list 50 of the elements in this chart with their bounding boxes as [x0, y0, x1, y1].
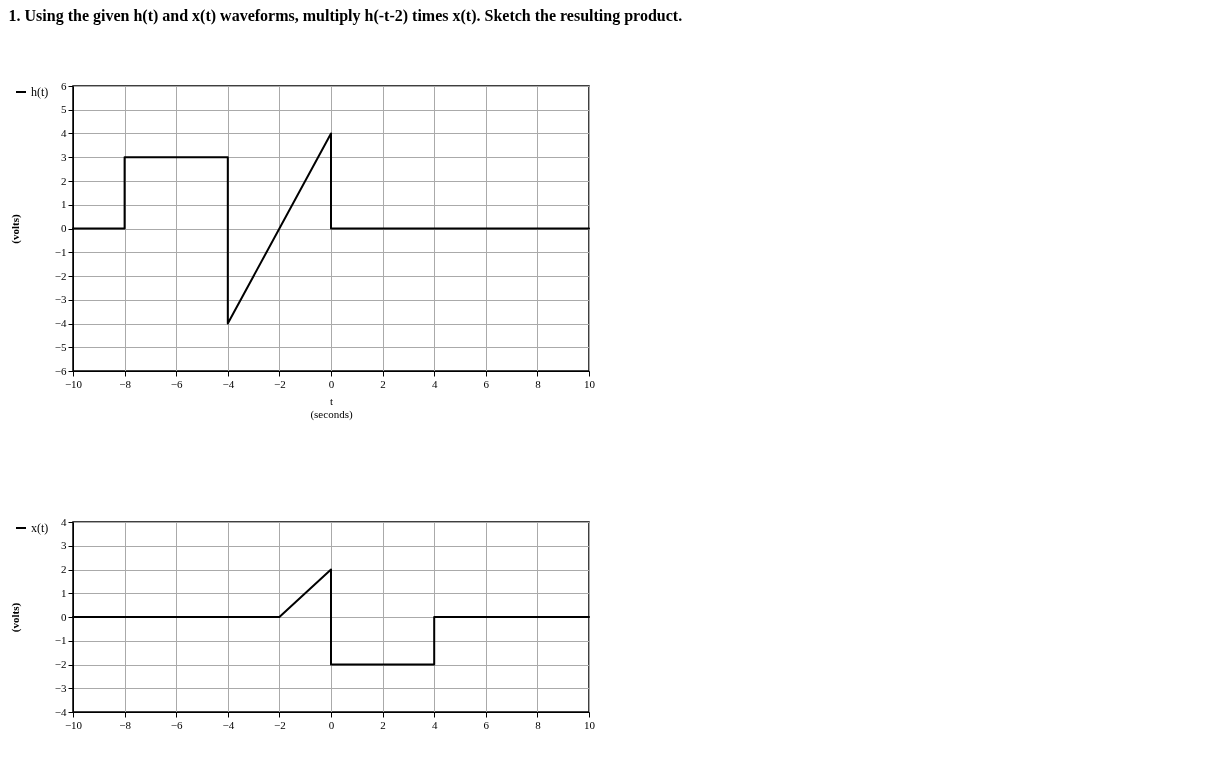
y-axis-title: (volts): [8, 602, 22, 633]
x-tick-label: −8: [119, 377, 132, 390]
x-tick-label: 6: [483, 718, 490, 731]
y-tick-label: 5: [61, 103, 67, 116]
y-tick-label: −3: [54, 681, 67, 694]
y-axis-title: (volts): [8, 214, 22, 244]
x-tick-label: 8: [535, 377, 542, 390]
x-axis-title: t (seconds): [310, 394, 353, 421]
y-tick-label: −5: [54, 340, 67, 353]
y-tick-label: 3: [61, 150, 67, 163]
y-tick-label: 3: [61, 539, 67, 552]
x-tick-label: 4: [431, 377, 438, 390]
x-tick-label: 0: [328, 718, 335, 731]
y-tick-label: −2: [54, 658, 67, 670]
x-tick-label: 0: [328, 377, 335, 390]
x-tick-label: −4: [222, 377, 235, 390]
chart-title: 1. Using the given h(t) and x(t) waveforms, multiply h(-t-2) times x(t). Sketch the resulting product.: [8, 7, 683, 26]
y-tick-label: 1: [61, 586, 67, 599]
legend-label: x(t): [31, 521, 49, 535]
y-tick-label: 1: [61, 198, 67, 211]
x-tick-label: −2: [274, 377, 286, 390]
y-tick-label: −1: [54, 634, 67, 647]
x-tick-label: −10: [64, 718, 83, 731]
y-tick-label: 6: [61, 79, 67, 92]
y-tick-label: −2: [54, 269, 67, 282]
x-tick-label: 10: [584, 718, 596, 731]
x-tick-label: −4: [222, 718, 235, 731]
y-tick-label: 4: [61, 127, 67, 139]
y-tick-label: 2: [61, 174, 67, 187]
y-tick-label: 0: [61, 610, 67, 623]
x-tick-label: −6: [170, 377, 184, 390]
x-tick-label: 2: [380, 377, 386, 390]
y-tick-label: −3: [54, 293, 67, 306]
x-tick-label: −10: [64, 377, 83, 390]
y-tick-label: −4: [54, 317, 67, 329]
x-tick-label: 10: [584, 377, 596, 390]
x-tick-label: 6: [483, 377, 490, 390]
y-tick-label: −4: [54, 705, 67, 718]
x-tick-label: −8: [119, 718, 132, 731]
x-tick-label: 4: [431, 718, 438, 731]
x-tick-label: −2: [274, 718, 286, 731]
y-tick-label: 4: [61, 515, 67, 528]
y-tick-label: −6: [54, 364, 67, 377]
y-tick-label: 2: [61, 563, 67, 575]
y-tick-label: −1: [54, 245, 67, 258]
x-tick-label: 2: [380, 718, 386, 731]
x-tick-label: −6: [170, 718, 184, 731]
legend-label: h(t): [31, 85, 49, 99]
y-tick-label: 0: [61, 222, 67, 234]
x-tick-label: 8: [535, 718, 542, 731]
